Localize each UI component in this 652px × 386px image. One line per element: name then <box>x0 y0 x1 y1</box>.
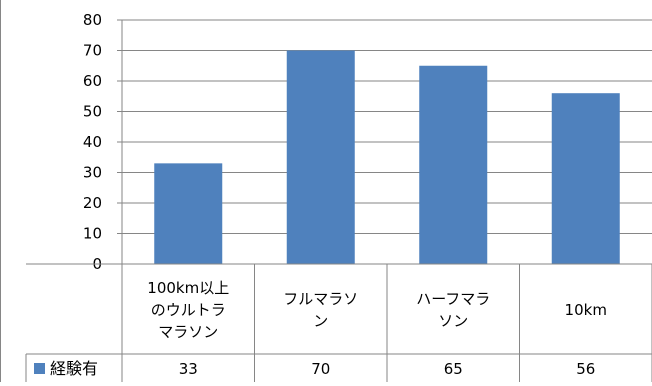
y-tick-label: 20 <box>83 194 102 212</box>
y-tick-label: 80 <box>83 11 102 29</box>
y-tick-label: 60 <box>83 72 102 90</box>
data-value-label: 70 <box>311 360 330 378</box>
bar <box>419 65 488 264</box>
x-category-label: 100km以上のウルトラマラソン <box>147 279 229 341</box>
x-category-label: フルマラソン <box>283 290 358 330</box>
y-tick-label: 10 <box>83 225 102 243</box>
y-tick-label: 30 <box>83 164 102 182</box>
bar <box>286 50 355 264</box>
data-value-label: 65 <box>444 360 463 378</box>
bar <box>154 163 223 264</box>
legend-series-name: 経験有 <box>50 359 98 378</box>
legend-key <box>34 363 45 374</box>
y-tick-label: 40 <box>83 133 102 151</box>
data-table: 100km以上のウルトラマラソン フルマラソン ハーフマラソン 10km 経験有 33 70… <box>25 263 652 382</box>
y-tick-label: 50 <box>83 103 102 121</box>
data-value-label: 56 <box>576 360 595 378</box>
x-category-label: 10km <box>565 301 607 319</box>
y-tick-label: 70 <box>83 42 102 60</box>
data-value-label: 33 <box>179 360 198 378</box>
x-category-label: ハーフマラソン <box>416 290 490 330</box>
bar <box>551 93 620 264</box>
bars <box>154 50 620 264</box>
